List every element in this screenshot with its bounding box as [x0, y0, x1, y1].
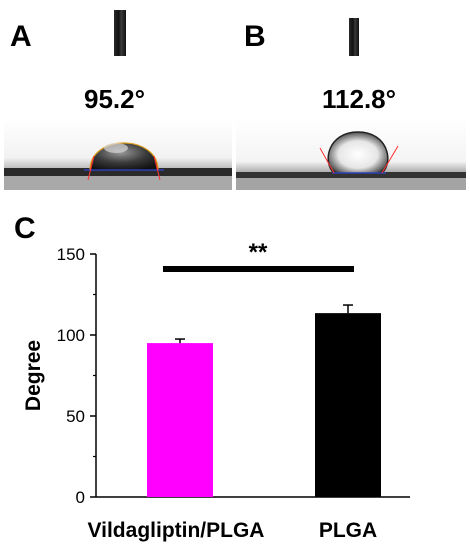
substrate-b — [236, 172, 466, 178]
y-axis-title: Degree — [22, 340, 45, 411]
y-tick-label: 100 — [57, 326, 85, 345]
significance-label: ** — [249, 239, 268, 266]
panel-a-angle: 95.2° — [84, 84, 146, 114]
panel-b-letter: B — [244, 20, 266, 53]
droplet-photo-b — [236, 118, 466, 190]
y-tick-label: 50 — [66, 407, 85, 426]
droplet-a-highlight — [104, 143, 128, 153]
needle-a — [114, 10, 126, 56]
tangent-a-left — [87, 155, 95, 181]
panel-b-angle: 112.8° — [322, 84, 397, 114]
droplet-b-svg — [236, 118, 466, 190]
y-tick-label: 0 — [76, 488, 85, 507]
tangent-b-left — [319, 147, 335, 174]
x-tick-label: Vildagliptin/PLGA — [88, 519, 265, 542]
substrate-a — [4, 168, 232, 176]
droplet-photo-a — [4, 118, 232, 190]
bar-plga — [315, 313, 381, 497]
bar-vildagliptin-plga — [147, 343, 213, 497]
tangent-b-right — [381, 145, 399, 174]
panel-c-letter: C — [14, 212, 36, 245]
needle-b — [349, 18, 359, 56]
x-tick-label: PLGA — [319, 519, 377, 542]
droplet-a-fit — [89, 142, 159, 171]
panel-a-letter: A — [10, 20, 32, 53]
substrate-reflection-b — [236, 178, 466, 190]
droplet-a-svg — [4, 118, 232, 190]
substrate-reflection-a — [4, 176, 232, 190]
tangent-a-right — [153, 155, 161, 181]
y-tick-label: 150 — [57, 245, 85, 264]
